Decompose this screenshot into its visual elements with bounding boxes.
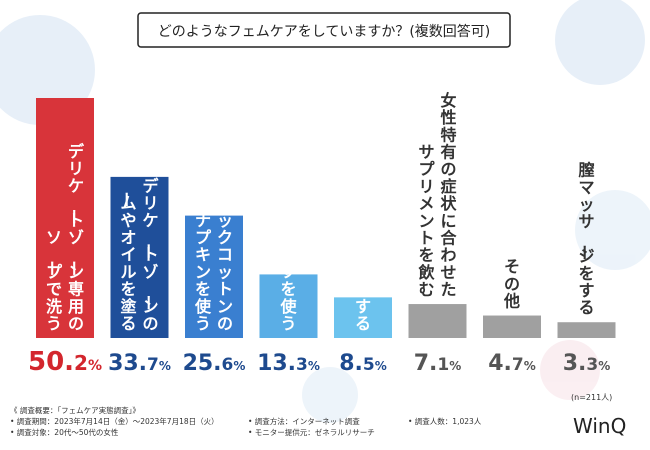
- bar-label-5-line-1: 膣トレーニングをする: [351, 159, 371, 333]
- bar-label-2-line-2: 保湿クリームやオイルを塗る: [116, 108, 137, 333]
- bar-label-2-line-1: デリケートゾーンの: [138, 176, 159, 333]
- bar-label-6-line-2: サプリメントを飲む: [417, 142, 435, 299]
- value-label-1: 50.2%: [28, 347, 102, 377]
- bar-1: [36, 98, 94, 338]
- value-labels-group: 50.2% 33.7% 25.6% 13.3% 8.5% 7.1% 4.7% 3.3%: [28, 347, 610, 377]
- bar-8: [557, 322, 616, 338]
- footer-period: • 調査期間：2023年7月14日（金）～2023年7月18日（火）: [10, 417, 219, 426]
- bar-6: [408, 304, 467, 338]
- bar-label-7-line-1: その他: [503, 257, 520, 310]
- bar-label-8-line-1: 膣マッサージをする: [574, 161, 594, 318]
- footer-monitor: • モニター提供元：ゼネラルリサーチ: [248, 428, 375, 437]
- bar-label-6-line-1: 女性特有の症状に合わせた: [440, 91, 457, 299]
- bar-label-1-line-1: デリケートゾーン専用の: [64, 142, 85, 333]
- footer-count: • 調査人数：1,023人: [408, 417, 482, 426]
- value-label-8: 3.3%: [563, 351, 611, 376]
- footer-overview: 《 調査概要：「フェムケア実態調査」》: [10, 406, 140, 415]
- title-box: どのようなフェムケアをしていますか？(複数回答可): [137, 12, 511, 48]
- bar-label-4-line-1: 月経用吸収ショーツを使う: [276, 125, 297, 333]
- value-label-5: 8.5%: [339, 351, 387, 376]
- bar-label-3-line-2: 生理ナプキンを使う: [194, 176, 212, 333]
- value-label-7: 4.7%: [488, 351, 536, 376]
- bar-2: [110, 176, 169, 338]
- bar-label-1-line-2: ソープで洗う: [42, 228, 63, 333]
- bars-group: [36, 98, 616, 338]
- footer-target: • 調査対象：20代～50代の女性: [10, 428, 119, 437]
- bar-4: [259, 274, 318, 338]
- value-label-6: 7.1%: [414, 351, 462, 376]
- value-label-3: 25.6%: [183, 351, 246, 376]
- bar-7: [483, 315, 541, 338]
- value-label-4: 13.3%: [257, 351, 320, 376]
- bar-label-3-line-1: オーガニックコットンの: [213, 142, 233, 333]
- background-flowers: [0, 0, 650, 423]
- brand-logo: WinQ: [573, 414, 627, 438]
- sample-size-note: (n=211人): [571, 393, 613, 402]
- value-label-2: 33.7%: [108, 351, 171, 376]
- bar-3: [185, 215, 243, 338]
- bar-5: [334, 297, 392, 338]
- footer-method: • 調査方法：インターネット調査: [248, 417, 360, 426]
- chart-title: どのようなフェムケアをしていますか？(複数回答可): [158, 23, 491, 40]
